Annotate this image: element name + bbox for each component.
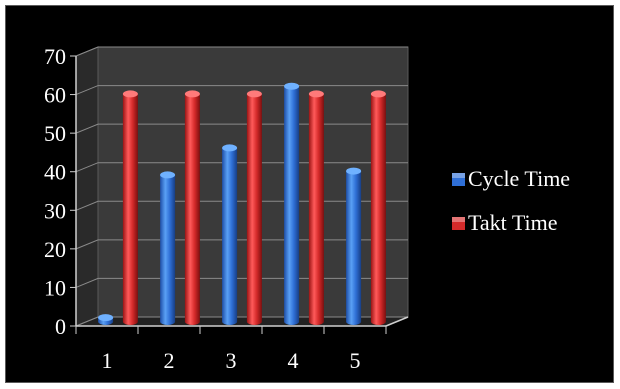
- y-tick-label: 20: [44, 237, 66, 262]
- tick-labels: 0 10 20 30 40 50 60 70 1 2 3 4 5: [44, 44, 361, 373]
- x-axis-depth-line: [385, 316, 409, 327]
- bar-takt-time: [122, 90, 138, 325]
- bar-takt-time: [246, 90, 262, 325]
- x-tick-label: 2: [164, 348, 175, 373]
- gridlines: [75, 46, 408, 327]
- gridline: [75, 239, 408, 250]
- bar-cycle-time: [346, 167, 362, 325]
- bar-cycle-time: [160, 171, 176, 325]
- gridline: [75, 277, 408, 288]
- legend-item: Takt Time: [452, 210, 558, 235]
- x-tick-label: 3: [226, 348, 237, 373]
- gridline: [75, 162, 408, 173]
- y-tick-label: 70: [44, 44, 66, 69]
- bars: [98, 82, 386, 325]
- legend-label: Takt Time: [468, 210, 558, 235]
- y-tick-label: 60: [44, 83, 66, 108]
- bar-takt-time: [370, 90, 386, 325]
- gridline: [75, 200, 408, 211]
- gridline: [75, 85, 408, 96]
- bar-chart: 0 10 20 30 40 50 60 70 1 2 3 4 5 Cycle Time Takt Time: [44, 44, 570, 373]
- legend-swatch: [452, 217, 465, 230]
- chart-frame: 0 10 20 30 40 50 60 70 1 2 3 4 5 Cycle Time Takt Time: [5, 5, 614, 383]
- legend: Cycle Time Takt Time: [452, 166, 570, 235]
- bar-cycle-time: [284, 82, 300, 325]
- bar-cycle-time: [222, 144, 238, 325]
- x-tick-label: 5: [350, 348, 361, 373]
- gridline: [75, 316, 408, 327]
- y-tick-label: 40: [44, 160, 66, 185]
- x-tick-label: 1: [102, 348, 113, 373]
- legend-label: Cycle Time: [468, 166, 570, 191]
- y-tick-label: 30: [44, 198, 66, 223]
- gridline: [75, 123, 408, 134]
- axes: [70, 55, 409, 334]
- gridline: [75, 46, 408, 57]
- y-tick-label: 10: [44, 275, 66, 300]
- bar-cycle-time: [98, 314, 114, 325]
- x-tick-label: 4: [288, 348, 299, 373]
- side-wall: [75, 46, 99, 327]
- y-tick-label: 0: [55, 314, 66, 339]
- legend-swatch: [452, 173, 465, 186]
- bar-takt-time: [308, 90, 324, 325]
- legend-item: Cycle Time: [452, 166, 570, 191]
- bar-takt-time: [184, 90, 200, 325]
- y-tick-label: 50: [44, 121, 66, 146]
